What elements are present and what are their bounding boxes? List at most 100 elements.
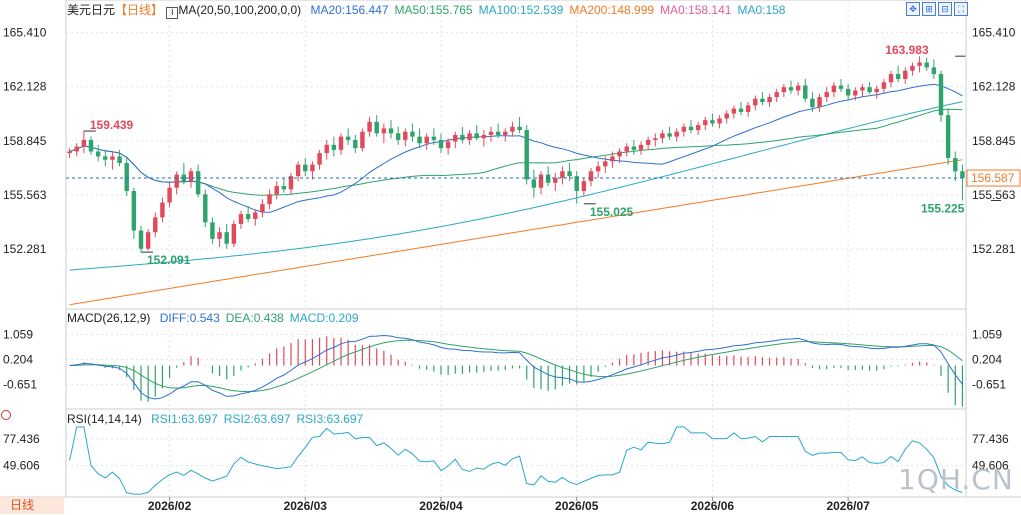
candle-body	[817, 97, 822, 107]
rsi-value: RSI3:63.697	[296, 412, 364, 426]
candle-body	[688, 126, 694, 131]
candle-body	[431, 136, 437, 140]
candle-body	[603, 161, 608, 167]
candle-body	[917, 62, 922, 66]
candle-body	[360, 131, 365, 149]
ma-value: MA0:158.141	[660, 3, 732, 17]
candle-body	[217, 232, 222, 239]
ma-value: MA100:152.539	[478, 3, 564, 17]
price-annotation: 163.983	[885, 43, 929, 57]
candle-body	[695, 125, 701, 131]
candle-body	[495, 131, 501, 135]
candle-body	[517, 126, 522, 131]
candle-body	[703, 120, 708, 126]
candle-body	[317, 153, 322, 165]
y-tick-left: 77.436	[3, 432, 40, 446]
candle-body	[288, 176, 294, 190]
candle-body	[560, 171, 565, 178]
y-tick-left: 0.204	[3, 353, 33, 367]
candle-body	[403, 131, 408, 140]
candle-body	[267, 194, 272, 205]
ma50-line	[69, 108, 963, 196]
price-annotation: 152.091	[147, 253, 191, 267]
candle-body	[681, 126, 687, 132]
macd-value: MACD:0.209	[289, 311, 359, 325]
candle-body	[238, 214, 244, 224]
candle-body	[581, 181, 587, 192]
candle-body	[874, 88, 879, 93]
candle-body	[188, 171, 194, 182]
candle-body	[367, 121, 372, 132]
candle-body	[145, 232, 151, 249]
candle-body	[553, 177, 558, 183]
y-tick-left: 49.606	[3, 459, 40, 473]
zoom-out-icon[interactable]: ⊟	[938, 2, 952, 16]
period-button[interactable]: 日线	[0, 497, 64, 514]
candle-body	[524, 130, 529, 180]
toolbar-icons: ✥ ⊞ ⊟ ⛶	[906, 2, 968, 16]
candle-body	[674, 131, 679, 137]
candle-body	[624, 146, 629, 152]
candle-body	[338, 136, 344, 150]
candle-body	[467, 133, 472, 140]
candle-body	[645, 139, 651, 145]
candle-body	[531, 179, 537, 188]
x-tick-label: 2026/03	[284, 499, 328, 513]
candle-body	[545, 174, 551, 183]
candle-body	[845, 88, 851, 96]
macd-values: DIFF:0.543 DEA:0.438 MACD:0.209	[154, 311, 359, 325]
candle-body	[567, 171, 572, 177]
candle-body	[760, 98, 765, 103]
candle-body	[667, 133, 672, 137]
candle-body	[831, 85, 837, 93]
crosshair-icon[interactable]	[1, 410, 11, 420]
candle-body	[488, 131, 494, 135]
diff-line	[69, 334, 963, 400]
move-icon[interactable]: ✥	[906, 2, 920, 16]
candle-body	[960, 171, 965, 178]
candle-body	[503, 131, 508, 135]
ma-title: MA(20,50,100,200,0,0)	[178, 3, 302, 17]
candle-body	[181, 174, 187, 182]
candle-body	[881, 82, 887, 89]
ma100-line	[69, 101, 963, 271]
rsi-values: RSI1:63.697 RSI2:63.697 RSI3:63.697	[145, 412, 363, 426]
candle-body	[574, 176, 579, 192]
y-tick-right: 162.128	[972, 80, 1016, 94]
candle-body	[160, 202, 165, 218]
x-tick-label: 2026/06	[691, 499, 735, 513]
price-annotation: 159.439	[90, 118, 134, 132]
period-tag[interactable]: 【日线】	[115, 3, 164, 17]
candle-body	[724, 113, 729, 119]
y-tick-right: 155.563	[972, 188, 1016, 202]
candle-body	[88, 139, 94, 152]
candle-body	[324, 144, 329, 154]
ma-value: MA0:158	[737, 3, 786, 17]
candle-body	[153, 217, 158, 233]
candle-body	[381, 128, 387, 134]
candle-body	[124, 163, 129, 192]
candle-body	[374, 121, 379, 134]
macd-legend: MACD(26,12,9) DIFF:0.543 DEA:0.438 MACD:0.…	[67, 311, 359, 325]
candle-body	[481, 134, 487, 139]
candle-body	[438, 139, 444, 149]
rsi-value: RSI2:63.697	[223, 412, 291, 426]
candle-body	[274, 186, 279, 195]
y-tick-right: 0.204	[972, 353, 1002, 367]
fullscreen-icon[interactable]: ⛶	[954, 2, 968, 16]
y-tick-left: 165.410	[3, 26, 47, 40]
candle-body	[95, 151, 101, 157]
candle-body	[131, 191, 137, 231]
candle-body	[81, 139, 87, 147]
candle-body	[538, 174, 544, 188]
ma-settings-icon[interactable]: ⌇	[166, 7, 179, 19]
y-tick-left: 152.281	[3, 242, 47, 256]
rsi-value: RSI1:63.697	[151, 412, 218, 426]
x-tick-label: 2026/02	[148, 499, 192, 513]
candle-body	[853, 90, 858, 96]
zoom-in-icon[interactable]: ⊞	[922, 2, 936, 16]
candle-body	[753, 98, 758, 106]
candle-body	[660, 133, 665, 139]
symbol-title: 美元日元	[67, 3, 116, 17]
